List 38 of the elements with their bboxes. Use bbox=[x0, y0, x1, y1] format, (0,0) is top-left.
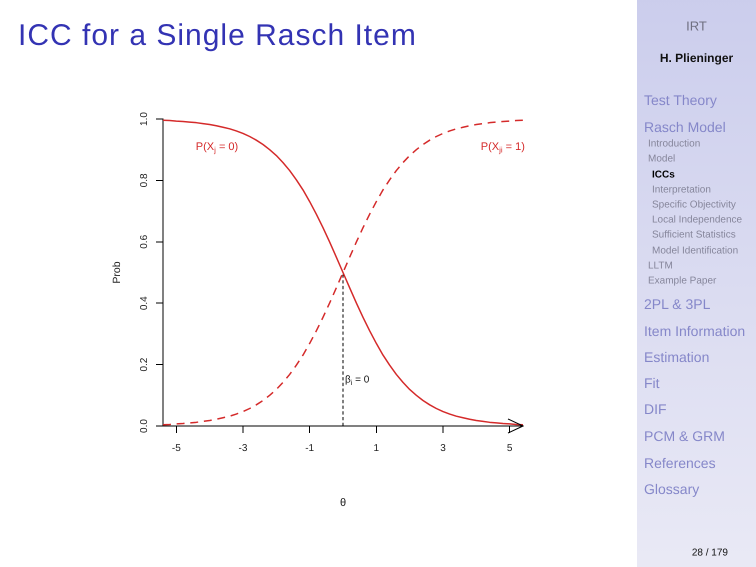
text: IRT bbox=[685, 18, 708, 34]
text: PCM & GRM bbox=[644, 428, 725, 444]
text: Glossary bbox=[644, 480, 700, 498]
x-tick-label: -3 bbox=[238, 442, 248, 454]
x-tick-label: -5 bbox=[172, 442, 182, 454]
x-tick-label: -1 bbox=[305, 442, 315, 454]
y-tick-label: 0.6 bbox=[138, 234, 150, 249]
text: ICCs bbox=[652, 169, 675, 181]
text: DIF bbox=[644, 400, 667, 418]
y-axis-title: Prob bbox=[110, 261, 123, 284]
text: Example Paper bbox=[648, 275, 716, 287]
text: Local Independence bbox=[652, 214, 742, 226]
text: Model Identification bbox=[652, 245, 738, 257]
text: Test Theory bbox=[644, 92, 717, 108]
text: Specific Objectivity bbox=[652, 199, 736, 211]
text: H. Plieninger bbox=[658, 51, 734, 66]
y-tick-label: 0.4 bbox=[138, 296, 150, 310]
y-tick-label: 1.0 bbox=[138, 112, 150, 126]
x-tick-label: 3 bbox=[440, 442, 446, 454]
text: 28 / 179 bbox=[692, 547, 728, 559]
text: References bbox=[644, 454, 716, 472]
chart-title: ICC for a Single Rasch Item bbox=[18, 19, 417, 53]
x-tick-label: 5 bbox=[506, 442, 513, 454]
text: Introduction bbox=[648, 138, 700, 150]
text: 2PL & 3PL bbox=[644, 296, 710, 312]
x-axis-title: θ bbox=[340, 497, 346, 510]
text: Sufficient Statistics bbox=[652, 229, 736, 241]
text: Model bbox=[648, 153, 676, 165]
text: Interpretation bbox=[652, 184, 711, 196]
text: Rasch Model bbox=[644, 118, 726, 136]
x-tick-label: 1 bbox=[374, 442, 380, 454]
y-tick-label: 0.8 bbox=[138, 173, 150, 188]
text: Estimation bbox=[644, 348, 710, 366]
text: LLTM bbox=[648, 260, 673, 272]
text: Item Information bbox=[644, 322, 746, 340]
y-tick-label: 0.0 bbox=[138, 418, 150, 433]
text: Fit bbox=[644, 374, 660, 392]
y-tick-label: 0.2 bbox=[138, 357, 150, 372]
